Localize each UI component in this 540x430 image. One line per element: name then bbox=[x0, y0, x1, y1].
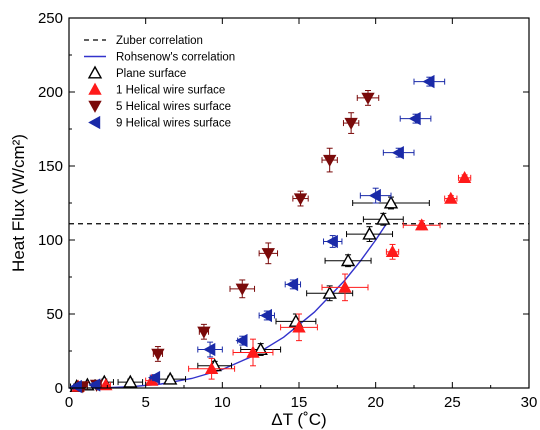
x-axis-title: ΔT (˚C) bbox=[271, 410, 326, 429]
y-tick-label: 100 bbox=[38, 232, 63, 249]
data-point bbox=[253, 342, 268, 355]
y-tick-label: 50 bbox=[46, 306, 63, 323]
legend: Zuber correlation Rohsenow's correlation P… bbox=[84, 35, 235, 130]
legend-marker bbox=[87, 65, 103, 79]
data-point bbox=[292, 320, 306, 333]
x-tick-label: 10 bbox=[214, 394, 231, 411]
data-point bbox=[286, 277, 299, 292]
plot-points bbox=[69, 74, 472, 394]
legend-marker bbox=[88, 115, 101, 130]
data-point bbox=[99, 378, 113, 391]
y-tick-label: 200 bbox=[38, 84, 63, 101]
rohsenow-correlation-curve bbox=[68, 221, 389, 389]
y-tick-label: 0 bbox=[55, 380, 63, 397]
data-point bbox=[457, 170, 472, 184]
data-point bbox=[235, 283, 249, 296]
legend-marker bbox=[88, 82, 102, 95]
data-point bbox=[123, 374, 138, 388]
x-tick-label: 5 bbox=[141, 394, 149, 411]
legend-label: Rohsenow's correlation bbox=[116, 52, 235, 64]
legend-label: Zuber correlation bbox=[116, 35, 203, 47]
y-tick-label: 150 bbox=[38, 158, 63, 175]
data-point bbox=[148, 370, 161, 385]
data-point bbox=[261, 248, 275, 261]
legend-label: 5 Helical wires surface bbox=[116, 101, 231, 113]
x-tick-label: 15 bbox=[291, 394, 308, 411]
data-point bbox=[422, 74, 435, 89]
y-tick-label: 250 bbox=[38, 10, 63, 27]
data-point bbox=[383, 195, 399, 209]
data-point bbox=[322, 285, 337, 299]
data-point bbox=[408, 111, 421, 126]
data-point bbox=[204, 361, 219, 375]
data-point bbox=[385, 244, 400, 258]
data-point bbox=[259, 308, 273, 323]
legend-label: Plane surface bbox=[116, 68, 186, 80]
legend-label: 9 Helical wires surface bbox=[116, 118, 231, 130]
data-point bbox=[338, 280, 352, 293]
legend-label: 1 Helical wire surface bbox=[116, 85, 225, 97]
data-point bbox=[163, 371, 178, 385]
data-point bbox=[415, 218, 429, 231]
data-point bbox=[368, 188, 381, 203]
data-point bbox=[151, 348, 165, 361]
data-point bbox=[376, 211, 391, 225]
data-point bbox=[203, 342, 216, 357]
series-2 bbox=[69, 195, 430, 392]
data-point bbox=[444, 191, 458, 204]
x-tick-label: 0 bbox=[65, 394, 73, 411]
data-point bbox=[325, 234, 338, 249]
data-point bbox=[391, 146, 404, 160]
data-point bbox=[197, 326, 211, 339]
data-point bbox=[246, 345, 260, 358]
series-3 bbox=[71, 170, 472, 392]
x-tick-label: 20 bbox=[367, 394, 384, 411]
data-point bbox=[323, 154, 337, 167]
legend-marker bbox=[88, 100, 102, 113]
data-point bbox=[293, 193, 308, 206]
plot-lines bbox=[68, 221, 529, 389]
axes: 0 5 10 15 20 25 30 0 50 100 150 200 250 ΔT (˚C) Heat F… bbox=[9, 10, 537, 429]
x-tick-label: 25 bbox=[444, 394, 461, 411]
data-point bbox=[361, 92, 375, 105]
data-point bbox=[69, 379, 82, 394]
data-point bbox=[362, 226, 377, 240]
data-point bbox=[344, 117, 358, 130]
data-point bbox=[235, 333, 248, 348]
data-point bbox=[340, 253, 356, 267]
x-tick-label: 30 bbox=[521, 394, 538, 411]
y-axis-title: Heat Flux (W/cm²) bbox=[9, 134, 28, 272]
